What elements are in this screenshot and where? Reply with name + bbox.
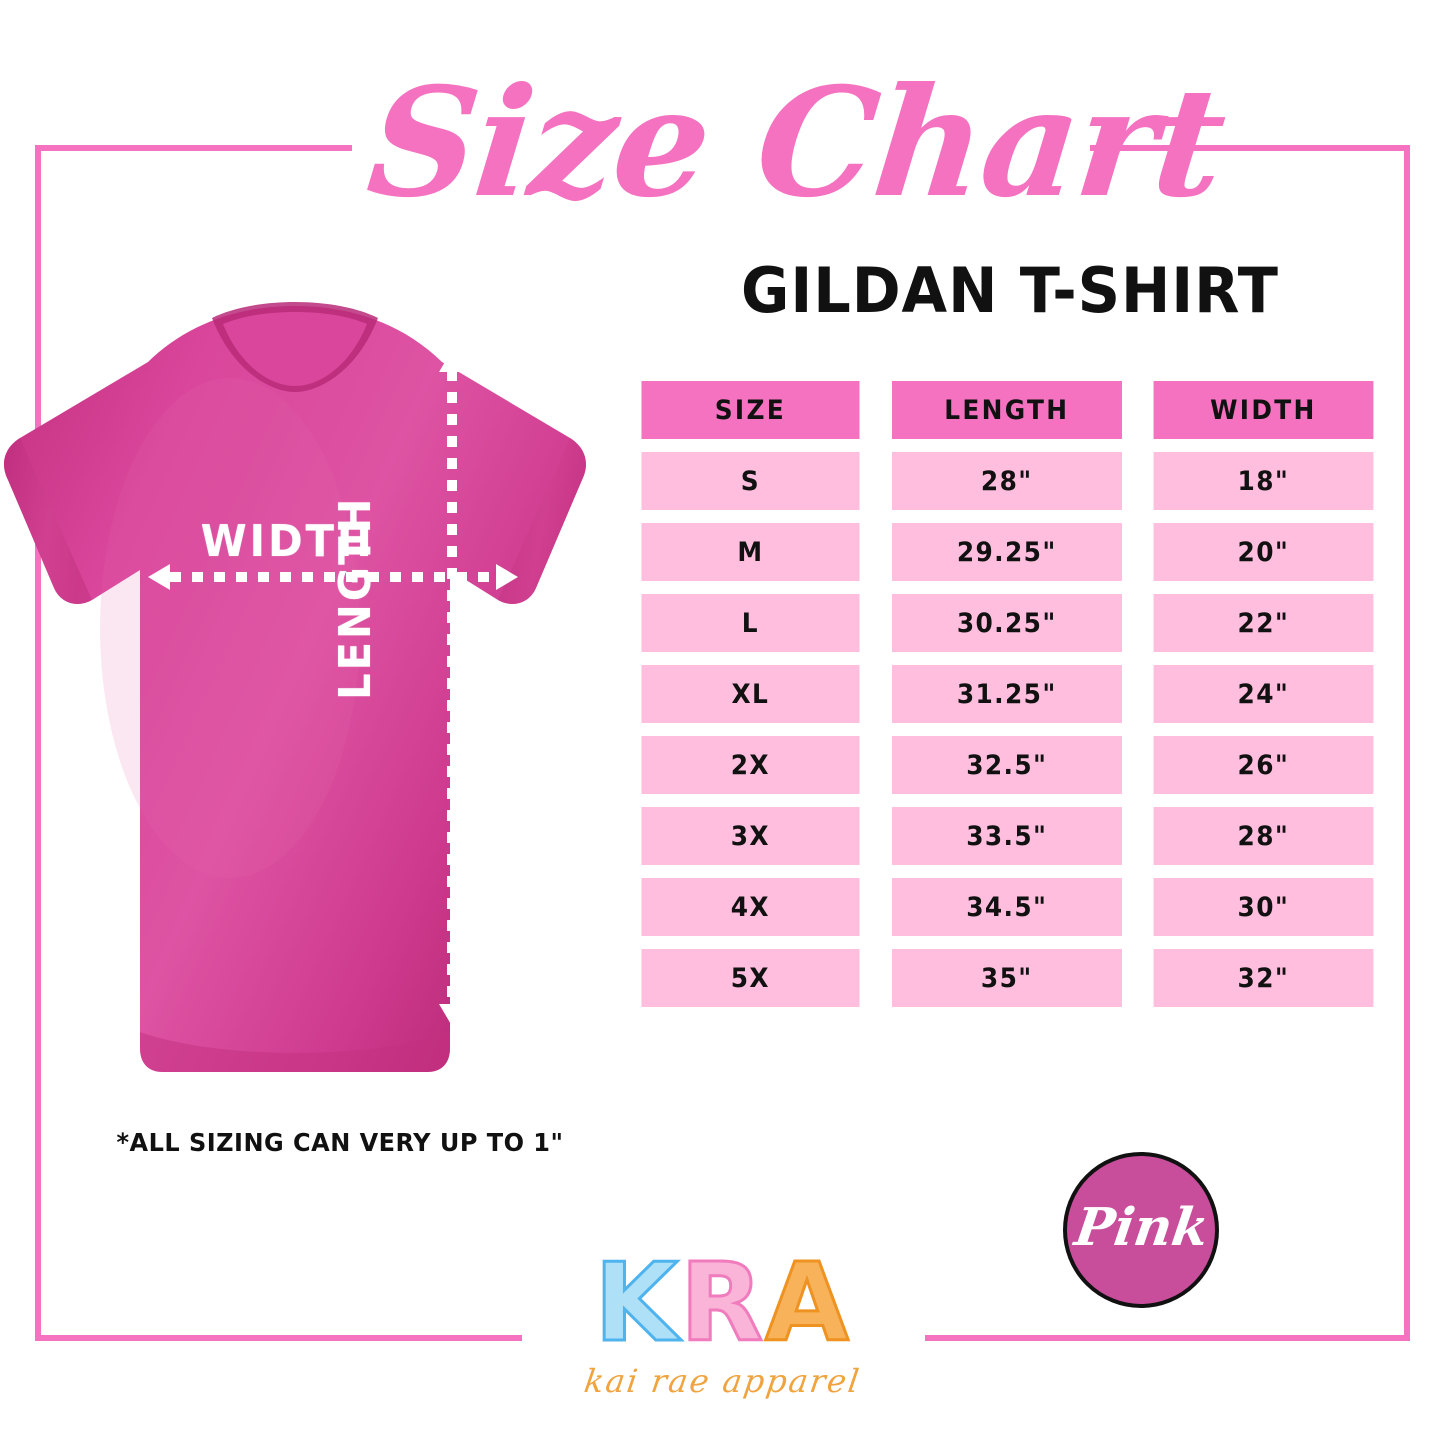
page-title-script: Size Chart <box>360 55 1232 231</box>
brand-logo-letters: KRA <box>520 1241 925 1366</box>
cell-length: 33.5" <box>891 807 1122 865</box>
brand-letter-k: K <box>593 1241 680 1366</box>
sizing-disclaimer: *ALL SIZING CAN VERY UP TO 1" <box>116 1128 564 1157</box>
cell-length: 34.5" <box>891 878 1122 936</box>
table-row: S 28" 18" <box>632 452 1383 510</box>
cell-size: 5X <box>641 949 860 1007</box>
length-arrow-down-icon <box>439 1004 465 1026</box>
cell-size: XL <box>641 665 860 723</box>
table-row: L 30.25" 22" <box>632 594 1383 652</box>
cell-size: 2X <box>641 736 860 794</box>
cell-size: S <box>641 452 860 510</box>
cell-width: 26" <box>1153 736 1374 794</box>
brand-tagline: kai rae apparel <box>581 1362 864 1400</box>
table-row: 5X 35" 32" <box>632 949 1383 1007</box>
cell-width: 22" <box>1153 594 1374 652</box>
table-header-row: SIZE LENGTH WIDTH <box>632 381 1383 439</box>
column-header-length: LENGTH <box>891 381 1122 439</box>
frame-border-right <box>1404 145 1410 1341</box>
size-chart-table: SIZE LENGTH WIDTH S 28" 18" M 29.25" 20" L 30.25" 2… <box>632 381 1383 1020</box>
width-arrow-left-icon <box>148 564 170 590</box>
width-measure-line <box>170 572 500 582</box>
column-header-size: SIZE <box>641 381 860 439</box>
color-swatch-badge: Pink <box>1063 1152 1219 1308</box>
cell-length: 35" <box>891 949 1122 1007</box>
cell-size: 3X <box>641 807 860 865</box>
cell-length: 30.25" <box>891 594 1122 652</box>
cell-width: 28" <box>1153 807 1374 865</box>
brand-logo: KRA kai rae apparel <box>520 1241 925 1433</box>
width-arrow-right-icon <box>496 564 518 590</box>
color-swatch-label: Pink <box>1070 1196 1213 1258</box>
tshirt-icon <box>4 302 586 1072</box>
table-row: 3X 33.5" 28" <box>632 807 1383 865</box>
table-row: XL 31.25" 24" <box>632 665 1383 723</box>
brand-letter-r: R <box>678 1241 766 1366</box>
column-header-width: WIDTH <box>1153 381 1374 439</box>
table-row: 4X 34.5" 30" <box>632 878 1383 936</box>
product-title: GILDAN T-SHIRT <box>741 254 1279 327</box>
width-label: WIDTH <box>200 516 375 567</box>
cell-size: L <box>641 594 860 652</box>
frame-border-top-right <box>1090 145 1410 151</box>
length-measure-line <box>447 370 457 1010</box>
cell-length: 31.25" <box>891 665 1122 723</box>
cell-width: 32" <box>1153 949 1374 1007</box>
cell-width: 30" <box>1153 878 1374 936</box>
cell-size: M <box>641 523 860 581</box>
length-arrow-up-icon <box>439 350 465 372</box>
cell-width: 24" <box>1153 665 1374 723</box>
frame-border-bottom-left <box>35 1335 522 1341</box>
table-row: M 29.25" 20" <box>632 523 1383 581</box>
tshirt-illustration <box>0 288 610 1088</box>
cell-length: 32.5" <box>891 736 1122 794</box>
frame-border-left <box>35 145 41 1341</box>
length-label: LENGTH <box>330 495 381 700</box>
frame-border-top-left <box>35 145 352 151</box>
table-row: 2X 32.5" 26" <box>632 736 1383 794</box>
cell-length: 28" <box>891 452 1122 510</box>
cell-width: 20" <box>1153 523 1374 581</box>
cell-width: 18" <box>1153 452 1374 510</box>
cell-length: 29.25" <box>891 523 1122 581</box>
frame-border-bottom-right <box>925 1335 1410 1341</box>
cell-size: 4X <box>641 878 860 936</box>
brand-letter-a: A <box>764 1241 851 1366</box>
